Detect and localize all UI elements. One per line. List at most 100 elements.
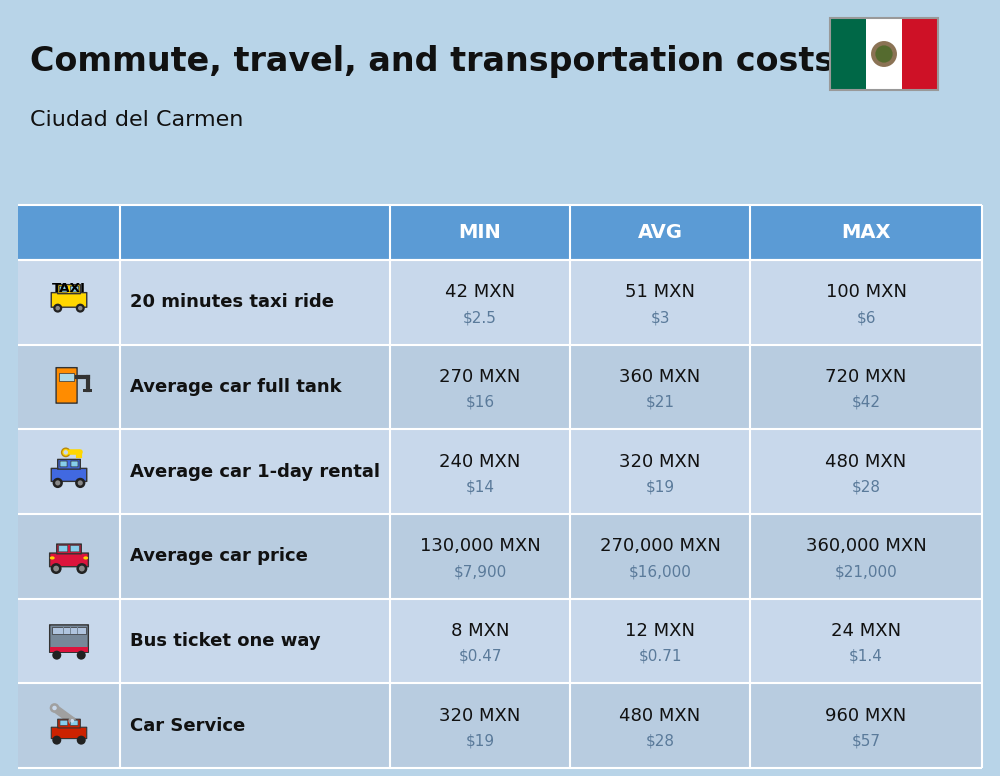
Circle shape xyxy=(77,736,86,745)
Text: 270 MXN: 270 MXN xyxy=(439,368,521,386)
Bar xyxy=(750,429,982,514)
Text: $7,900: $7,900 xyxy=(453,564,507,579)
Bar xyxy=(750,598,982,684)
Text: 270,000 MXN: 270,000 MXN xyxy=(600,537,720,555)
Text: $0.47: $0.47 xyxy=(458,649,502,663)
Bar xyxy=(750,260,982,345)
Bar xyxy=(390,345,570,429)
Circle shape xyxy=(53,566,59,571)
Text: $19: $19 xyxy=(465,733,495,748)
FancyBboxPatch shape xyxy=(58,285,80,293)
Bar xyxy=(570,598,750,684)
Text: $16,000: $16,000 xyxy=(629,564,691,579)
Bar xyxy=(570,260,750,345)
FancyBboxPatch shape xyxy=(50,625,88,653)
Bar xyxy=(120,598,390,684)
Text: Car Service: Car Service xyxy=(130,717,245,735)
Bar xyxy=(18,205,120,260)
FancyBboxPatch shape xyxy=(71,461,78,467)
FancyBboxPatch shape xyxy=(60,461,67,467)
Text: 8 MXN: 8 MXN xyxy=(451,622,509,640)
Bar xyxy=(59,372,74,380)
Text: Commute, travel, and transportation costs: Commute, travel, and transportation cost… xyxy=(30,45,834,78)
Circle shape xyxy=(68,717,76,725)
Text: $14: $14 xyxy=(466,480,494,494)
Text: TAXI: TAXI xyxy=(52,282,86,295)
FancyBboxPatch shape xyxy=(71,286,79,292)
Circle shape xyxy=(78,480,83,486)
Text: Average car price: Average car price xyxy=(130,547,308,566)
FancyBboxPatch shape xyxy=(51,293,87,307)
Bar xyxy=(570,684,750,768)
Bar xyxy=(120,345,390,429)
Circle shape xyxy=(76,563,87,574)
Text: $28: $28 xyxy=(852,480,881,494)
Bar xyxy=(390,684,570,768)
Bar xyxy=(120,205,390,260)
Text: $6: $6 xyxy=(856,310,876,325)
Bar xyxy=(18,684,120,768)
Circle shape xyxy=(70,719,74,722)
Bar xyxy=(830,18,866,90)
FancyBboxPatch shape xyxy=(59,286,67,292)
Text: 51 MXN: 51 MXN xyxy=(625,283,695,301)
Bar xyxy=(390,514,570,598)
Circle shape xyxy=(51,563,62,574)
Bar xyxy=(18,345,120,429)
Circle shape xyxy=(50,703,59,713)
Bar xyxy=(120,260,390,345)
Text: 24 MXN: 24 MXN xyxy=(831,622,901,640)
Bar xyxy=(866,18,902,90)
Text: 12 MXN: 12 MXN xyxy=(625,622,695,640)
Text: $1.4: $1.4 xyxy=(849,649,883,663)
Text: 960 MXN: 960 MXN xyxy=(825,706,907,725)
Ellipse shape xyxy=(83,556,88,559)
Bar xyxy=(570,429,750,514)
Bar xyxy=(120,429,390,514)
FancyBboxPatch shape xyxy=(57,544,81,554)
FancyBboxPatch shape xyxy=(51,727,87,739)
Bar xyxy=(390,205,570,260)
Bar xyxy=(120,514,390,598)
Bar xyxy=(750,684,982,768)
Text: 320 MXN: 320 MXN xyxy=(619,452,701,470)
Text: MIN: MIN xyxy=(459,223,501,242)
Bar xyxy=(570,205,750,260)
Text: $16: $16 xyxy=(465,395,495,410)
Bar xyxy=(18,598,120,684)
Circle shape xyxy=(52,705,57,710)
Text: 720 MXN: 720 MXN xyxy=(825,368,907,386)
Bar xyxy=(390,260,570,345)
Bar xyxy=(750,514,982,598)
Bar xyxy=(18,260,120,345)
FancyBboxPatch shape xyxy=(70,546,79,552)
Circle shape xyxy=(52,650,61,660)
Bar xyxy=(570,514,750,598)
Circle shape xyxy=(871,41,897,67)
Text: 480 MXN: 480 MXN xyxy=(825,452,907,470)
Text: 360 MXN: 360 MXN xyxy=(619,368,701,386)
Text: $28: $28 xyxy=(646,733,674,748)
Ellipse shape xyxy=(50,556,55,559)
Bar xyxy=(120,684,390,768)
Text: $57: $57 xyxy=(852,733,881,748)
Circle shape xyxy=(78,306,83,310)
Bar xyxy=(902,18,938,90)
Text: 20 minutes taxi ride: 20 minutes taxi ride xyxy=(130,293,334,311)
Text: $19: $19 xyxy=(645,480,675,494)
Text: $21: $21 xyxy=(646,395,674,410)
FancyBboxPatch shape xyxy=(58,719,80,728)
Text: Ciudad del Carmen: Ciudad del Carmen xyxy=(30,110,243,130)
FancyBboxPatch shape xyxy=(56,368,77,403)
Bar xyxy=(50,647,88,653)
Circle shape xyxy=(64,450,68,455)
Circle shape xyxy=(76,303,85,313)
Text: 360,000 MXN: 360,000 MXN xyxy=(806,537,926,555)
Text: Average car 1-day rental: Average car 1-day rental xyxy=(130,462,380,480)
FancyBboxPatch shape xyxy=(59,546,68,552)
Circle shape xyxy=(52,736,61,745)
Text: 42 MXN: 42 MXN xyxy=(445,283,515,301)
Text: $2.5: $2.5 xyxy=(463,310,497,325)
FancyBboxPatch shape xyxy=(51,469,87,481)
Circle shape xyxy=(55,480,60,486)
